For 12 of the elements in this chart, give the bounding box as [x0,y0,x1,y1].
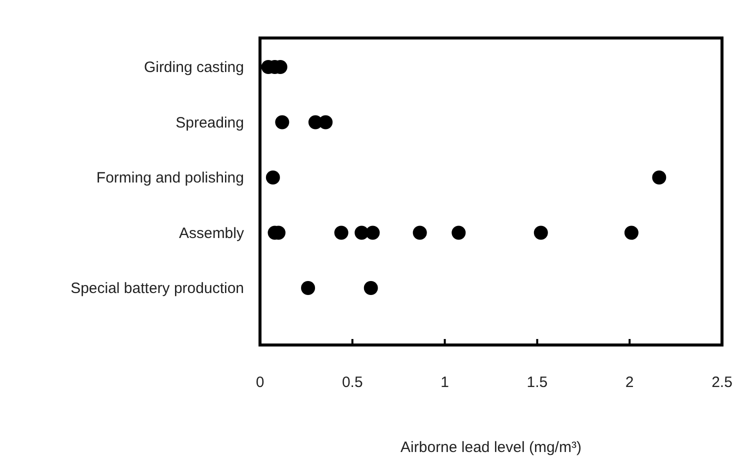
x-tick-label: 1.5 [526,374,548,391]
y-tick-label: Forming and polishing [96,170,244,186]
x-tick-label: 2.5 [712,374,732,391]
y-tick-label: Special battery production [70,280,244,297]
y-tick-label: Assembly [178,224,244,242]
y-tick-label: Spreading [176,114,244,132]
y-tick-label: Girding casting [144,59,244,76]
x-tick-label: 0.5 [342,374,363,391]
x-axis-title: Airborne lead level (mg/m³) [400,439,582,456]
x-tick-label: 2 [625,374,634,391]
x-tick-label: 0 [256,374,264,391]
x-tick-label: 1 [440,374,449,391]
